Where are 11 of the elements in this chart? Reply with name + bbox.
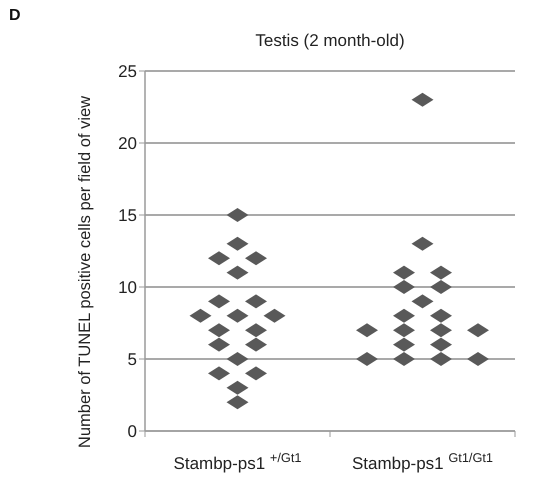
x-tick-label: Stambp-ps1 $^{+/Gt1}$: [174, 450, 302, 473]
y-axis-title: Number of TUNEL positive cells per field of view: [76, 96, 94, 448]
y-tick-label: 15: [118, 206, 137, 226]
chart-title: Testis (2 month-old): [255, 31, 405, 50]
y-tick-label: 25: [118, 62, 137, 82]
y-tick-label: 10: [118, 278, 137, 298]
y-tick-label: 20: [118, 134, 137, 154]
x-tick-label: Stambp-ps1 $^{Gt1/Gt1}$: [352, 450, 494, 473]
y-tick-label: 5: [128, 350, 137, 370]
y-tick-label: 0: [128, 422, 137, 442]
text: D: [9, 7, 21, 24]
